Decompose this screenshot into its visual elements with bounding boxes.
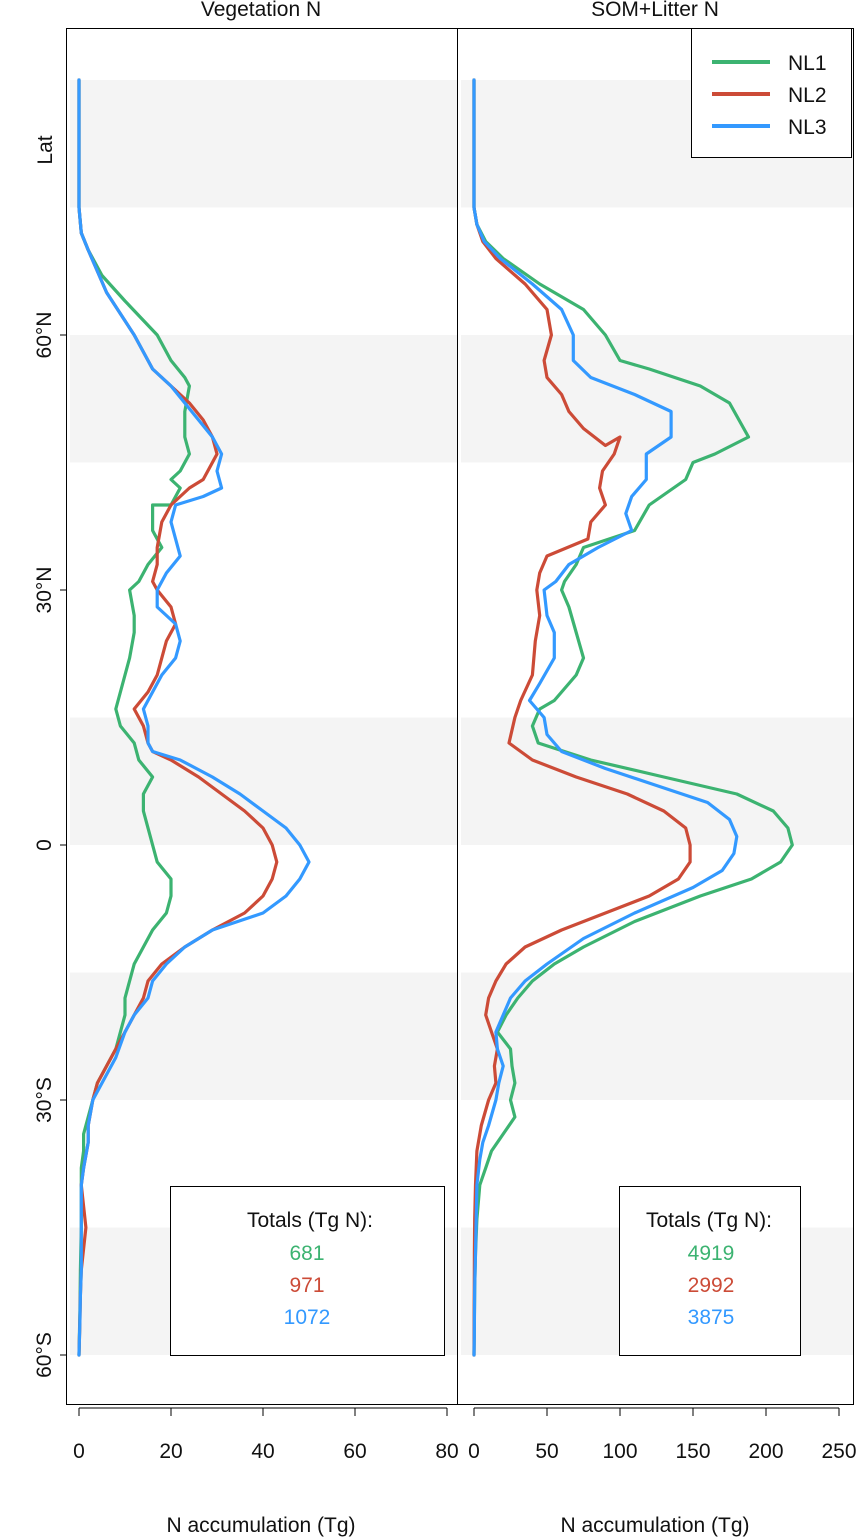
lat-band: [461, 717, 853, 845]
lat-bands: [70, 80, 853, 1355]
series-line-nl1: [472, 78, 794, 1357]
right-total-nl1: 4919: [688, 1242, 735, 1265]
x-tick-label: 0: [73, 1440, 85, 1463]
right-total-nl3: 3875: [688, 1306, 735, 1329]
left-totals-title: Totals (Tg N):: [247, 1209, 373, 1232]
x-tick-label: 60: [343, 1440, 366, 1463]
y-axis-title: Lat: [34, 135, 57, 164]
lat-band: [70, 717, 457, 845]
left-total-nl1: 681: [289, 1242, 324, 1265]
legend-label-nl2: NL2: [788, 84, 827, 107]
lat-band: [70, 972, 457, 1100]
left-panel-title: Vegetation N: [201, 0, 321, 21]
x-tick-label: 0: [468, 1440, 480, 1463]
x-tick-label: 200: [748, 1440, 783, 1463]
y-tick-label: 0: [33, 839, 56, 851]
right-panel-frame: [457, 28, 854, 1405]
series-line-nl2: [472, 78, 692, 1357]
left-x-axis-title: N accumulation (Tg): [166, 1514, 355, 1537]
x-tick-label: 100: [602, 1440, 637, 1463]
left-totals-box: Totals (Tg N): 681 971 1072: [170, 1186, 445, 1356]
x-tick-label: 150: [675, 1440, 710, 1463]
right-x-axis-title: N accumulation (Tg): [560, 1514, 749, 1537]
y-tick-label: 60°S: [33, 1332, 56, 1378]
series-line-nl3: [472, 78, 739, 1357]
x-tick-label: 250: [821, 1440, 856, 1463]
lat-band: [70, 80, 457, 208]
x-tick-label: 20: [159, 1440, 182, 1463]
y-axis: 60°N 30°N 0 30°S 60°S: [33, 312, 67, 1378]
y-tick-label: 30°S: [33, 1077, 56, 1123]
legend: NL1 NL2 NL3: [691, 28, 852, 158]
x-tick-label: 40: [251, 1440, 274, 1463]
lat-band: [461, 972, 853, 1100]
y-tick-label: 30°N: [33, 567, 56, 614]
right-panel-title: SOM+Litter N: [591, 0, 719, 21]
right-totals-box: Totals (Tg N): 4919 2992 3875: [619, 1186, 801, 1356]
left-total-nl3: 1072: [284, 1306, 331, 1329]
left-totals-frame: [170, 1186, 445, 1356]
right-totals-title: Totals (Tg N):: [646, 1209, 772, 1232]
series-line-nl3: [77, 78, 311, 1357]
right-total-nl2: 2992: [688, 1274, 735, 1297]
series-lines: [77, 78, 794, 1357]
legend-label-nl1: NL1: [788, 52, 827, 75]
y-tick-label: 60°N: [33, 312, 56, 359]
lat-band: [461, 335, 853, 463]
x-axes: 0 20 40 60 80 0 50 100 150 200 250: [73, 1407, 857, 1463]
right-totals-frame: [619, 1186, 801, 1356]
legend-label-nl3: NL3: [788, 116, 827, 139]
x-tick-label: 80: [435, 1440, 458, 1463]
lat-band: [70, 335, 457, 463]
x-tick-label: 50: [535, 1440, 558, 1463]
left-total-nl2: 971: [289, 1274, 324, 1297]
